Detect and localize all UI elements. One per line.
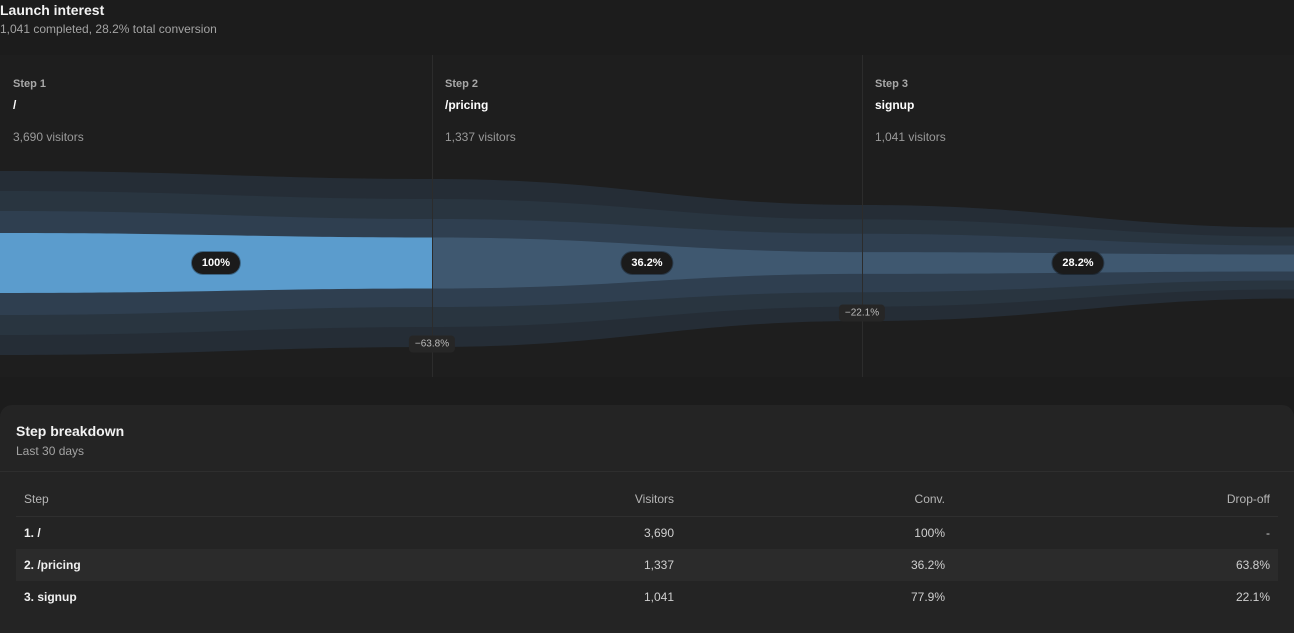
funnel-subtitle: 1,041 completed, 28.2% total conversion bbox=[0, 22, 217, 36]
cell-conversion: 77.9% bbox=[910, 590, 945, 604]
step-divider bbox=[432, 55, 433, 377]
dropoff-label-1: −63.8% bbox=[408, 335, 456, 353]
conversion-pill-step-3: 28.2% bbox=[1052, 252, 1104, 274]
table-header-row: Step Visitors Conv. Drop-off bbox=[16, 483, 1278, 517]
step-visitors: 3,690 visitors bbox=[13, 130, 84, 144]
breakdown-title: Step breakdown bbox=[16, 423, 125, 439]
cell-visitors: 1,337 bbox=[643, 558, 674, 572]
cell-step: 2. /pricing bbox=[24, 558, 81, 572]
table-row[interactable]: 3. signup 1,041 77.9% 22.1% bbox=[16, 581, 1278, 613]
funnel-flow-graphic bbox=[0, 171, 1294, 355]
step-number: Step 2 bbox=[445, 78, 479, 90]
step-divider bbox=[862, 55, 863, 377]
column-header-conversion[interactable]: Conv. bbox=[914, 492, 945, 506]
step-number: Step 1 bbox=[13, 78, 47, 90]
breakdown-table: Step Visitors Conv. Drop-off 1. / 3,690 … bbox=[16, 483, 1278, 613]
cell-conversion: 100% bbox=[914, 526, 945, 540]
dropoff-label-2: −22.1% bbox=[838, 304, 886, 322]
table-row[interactable]: 1. / 3,690 100% - bbox=[16, 517, 1278, 549]
step-breakdown-panel: Step breakdown Last 30 days Step Visitor… bbox=[0, 405, 1294, 633]
breakdown-subtitle: Last 30 days bbox=[16, 444, 85, 458]
step-number: Step 3 bbox=[875, 78, 909, 90]
cell-dropoff: - bbox=[1266, 526, 1270, 540]
cell-visitors: 3,690 bbox=[643, 526, 674, 540]
cell-conversion: 36.2% bbox=[910, 558, 945, 572]
panel-divider bbox=[0, 471, 1294, 472]
cell-dropoff: 22.1% bbox=[1235, 590, 1270, 604]
cell-step: 1. / bbox=[24, 526, 41, 540]
cell-dropoff: 63.8% bbox=[1235, 558, 1270, 572]
funnel-chart: Step 1 / 3,690 visitors Step 2 /pricing … bbox=[0, 55, 1294, 377]
cell-visitors: 1,041 bbox=[643, 590, 674, 604]
conversion-pill-step-2: 36.2% bbox=[621, 252, 673, 274]
conversion-pill-step-1: 100% bbox=[191, 252, 241, 274]
step-path: signup bbox=[875, 98, 915, 112]
column-header-dropoff[interactable]: Drop-off bbox=[1226, 492, 1270, 506]
column-header-step[interactable]: Step bbox=[24, 492, 49, 506]
table-row[interactable]: 2. /pricing 1,337 36.2% 63.8% bbox=[16, 549, 1278, 581]
step-path: / bbox=[13, 98, 17, 112]
step-path: /pricing bbox=[445, 98, 489, 112]
step-visitors: 1,041 visitors bbox=[875, 130, 946, 144]
column-header-visitors[interactable]: Visitors bbox=[634, 492, 674, 506]
step-visitors: 1,337 visitors bbox=[445, 130, 516, 144]
funnel-title: Launch interest bbox=[0, 2, 105, 18]
cell-step: 3. signup bbox=[24, 590, 77, 604]
